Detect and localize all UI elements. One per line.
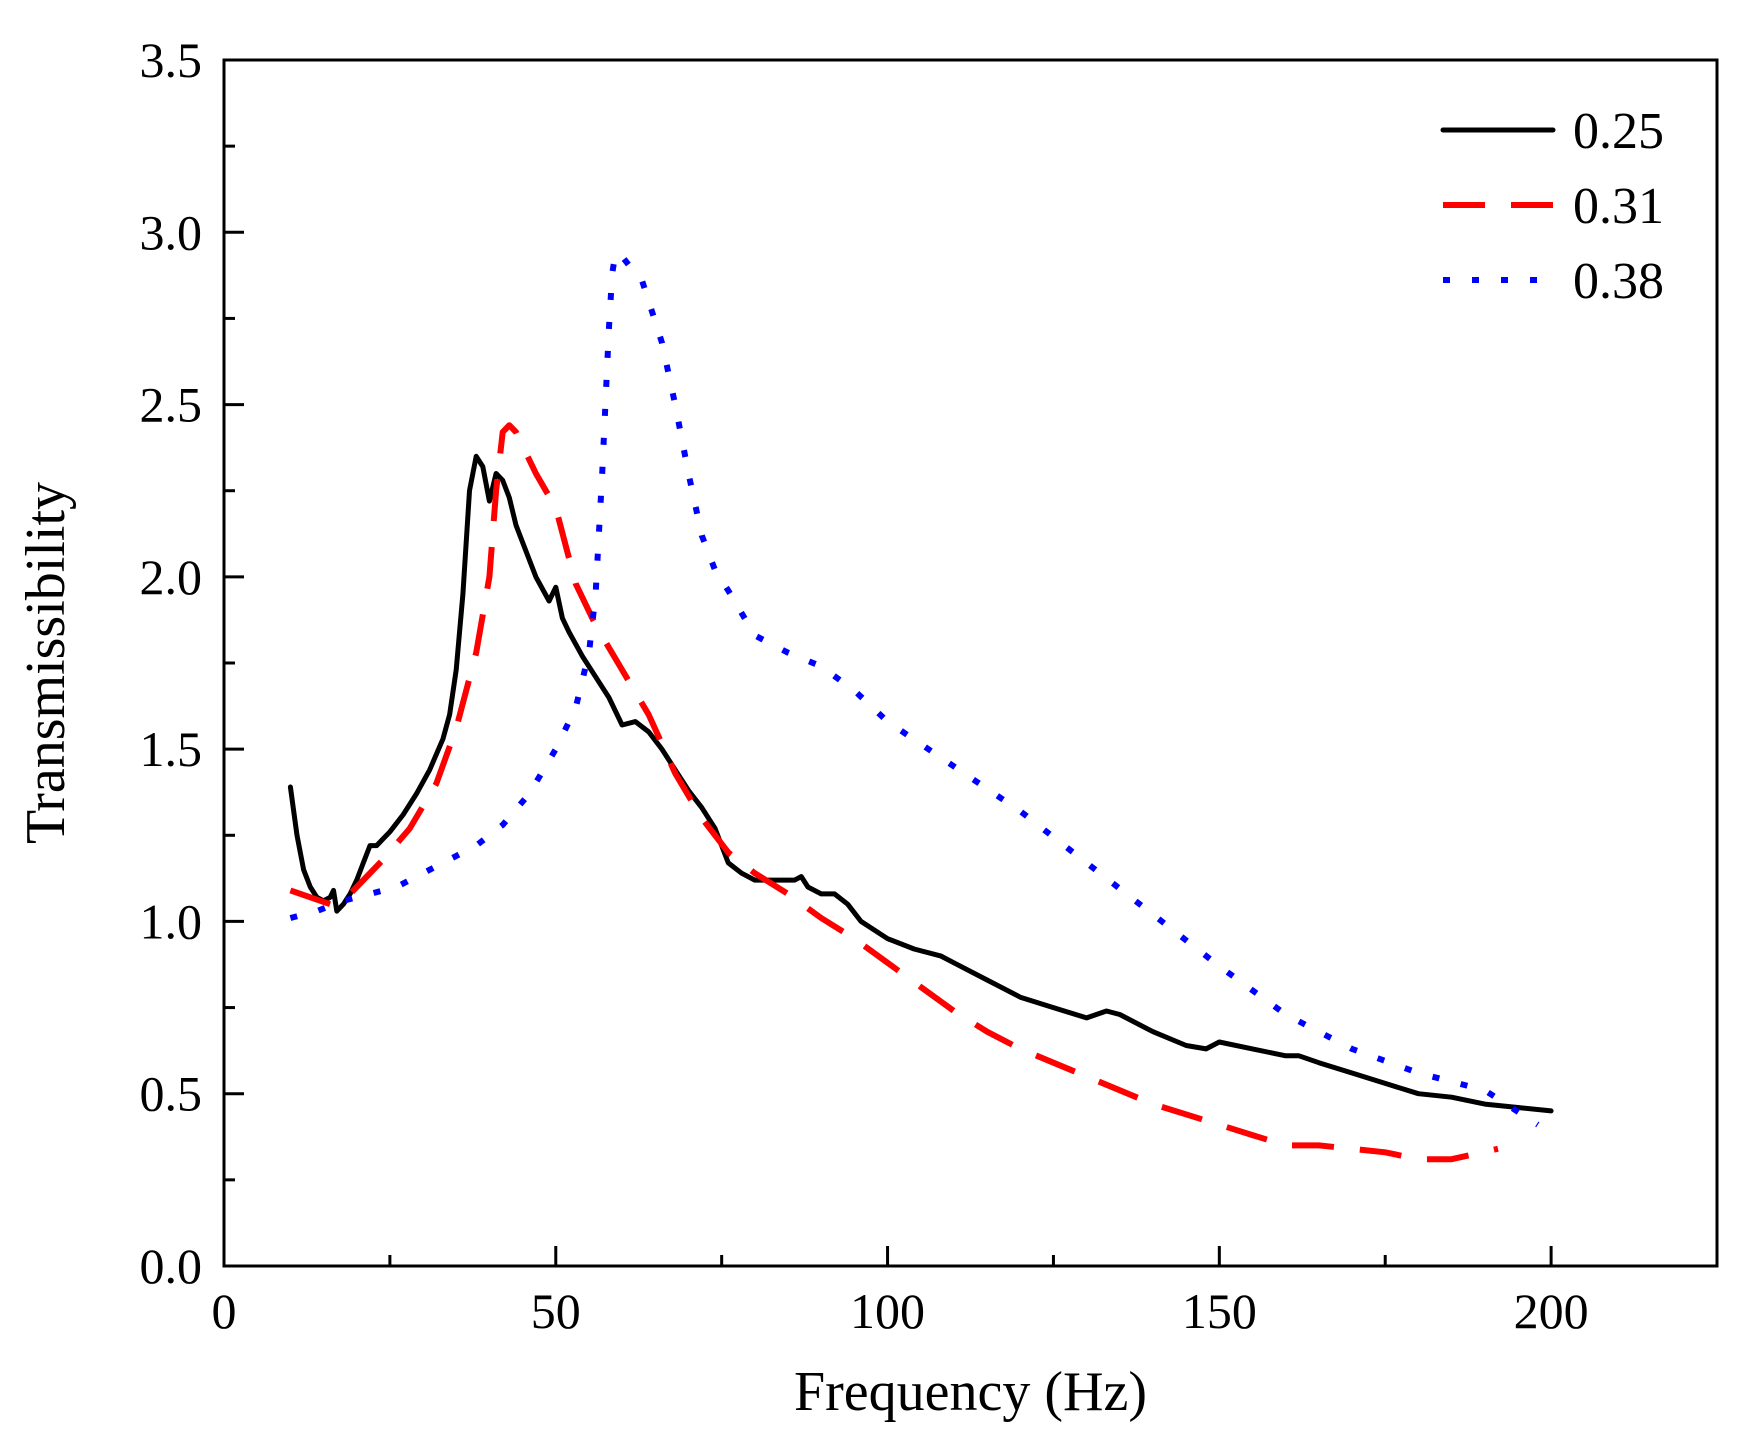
- y-axis-title: Transmissibility: [15, 482, 77, 844]
- series-layer: [287, 250, 1554, 1163]
- y-axis: 0.0 0.5 1.0 1.5 2.0 2.5 3.0 3.5: [140, 32, 244, 1294]
- x-axis: 0 50 100 150 200: [212, 1246, 1589, 1339]
- legend-label: 0.38: [1573, 253, 1664, 310]
- legend: 0.25 0.31 0.38: [1440, 103, 1664, 310]
- x-tick-label: 50: [531, 1283, 581, 1339]
- legend-label: 0.25: [1573, 103, 1664, 160]
- y-tick-label: 3.0: [140, 204, 203, 260]
- series-line-1: [287, 453, 1554, 1114]
- y-tick-label: 2.5: [140, 377, 203, 433]
- x-tick-label: 0: [212, 1283, 237, 1339]
- series-line-2: [289, 422, 1499, 1163]
- legend-label: 0.31: [1573, 178, 1664, 235]
- y-tick-label: 0.5: [140, 1066, 203, 1122]
- y-tick-label: 2.0: [140, 549, 203, 605]
- y-tick-label: 1.5: [140, 721, 203, 777]
- x-tick-label: 150: [1182, 1283, 1257, 1339]
- x-tick-label: 200: [1514, 1283, 1589, 1339]
- x-tick-label: 100: [850, 1283, 925, 1339]
- y-tick-label: 0.0: [140, 1238, 203, 1294]
- x-axis-title: Frequency (Hz): [794, 1361, 1147, 1423]
- y-tick-label: 3.5: [140, 32, 203, 88]
- y-tick-label: 1.0: [140, 893, 203, 949]
